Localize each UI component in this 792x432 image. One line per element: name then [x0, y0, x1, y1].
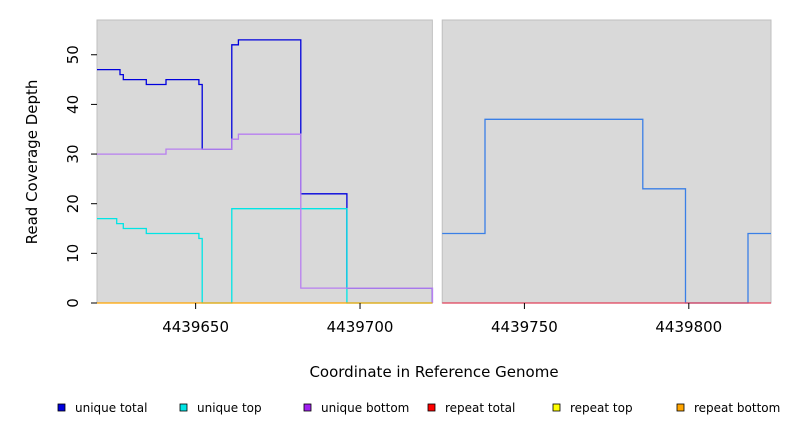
y-tick-label: 20 [64, 194, 82, 213]
legend-item: repeat bottom [676, 401, 780, 415]
x-tick-label: 4439800 [655, 318, 722, 336]
series-layer [97, 39, 771, 304]
legend-item: unique top [179, 401, 262, 415]
series-unique-bottom-left [97, 133, 434, 303]
legend-swatch [179, 403, 188, 412]
legend-swatch [57, 403, 66, 412]
y-tick-label: 0 [64, 298, 82, 308]
legend-label: unique bottom [321, 401, 409, 415]
y-tick-label: 40 [64, 95, 82, 114]
legend-item: unique bottom [303, 401, 409, 415]
legend-swatch [552, 403, 561, 412]
y-axis-title: Read Coverage Depth [23, 80, 41, 245]
axes: 4439650 4439700 4439750 4439800 0 10 20 30 40 50 [64, 45, 722, 336]
legend-label: repeat bottom [694, 401, 780, 415]
legend-item: repeat total [427, 401, 515, 415]
series-unique-top-left [97, 208, 433, 304]
plot-panel-left [96, 19, 433, 304]
plot-panel-right [441, 19, 772, 304]
legend-item: repeat top [552, 401, 633, 415]
legend-swatch [303, 403, 312, 412]
legend: unique total unique top unique bottom repea… [57, 401, 780, 415]
plot-background [96, 19, 772, 304]
legend-label: unique top [197, 401, 262, 415]
series-coverage-right [442, 118, 771, 304]
x-tick-label: 4439700 [327, 318, 394, 336]
y-tick-label: 30 [64, 145, 82, 164]
legend-label: repeat top [570, 401, 633, 415]
legend-label: repeat total [445, 401, 515, 415]
y-tick-label: 10 [64, 244, 82, 263]
legend-swatch [427, 403, 436, 412]
x-axis-title: Coordinate in Reference Genome [309, 363, 558, 381]
x-tick-label: 4439750 [491, 318, 558, 336]
legend-swatch [676, 403, 685, 412]
x-tick-label: 4439650 [162, 318, 229, 336]
series-unique-total-left [97, 39, 434, 303]
y-tick-label: 50 [64, 45, 82, 64]
legend-item: unique total [57, 401, 147, 415]
legend-label: unique total [75, 401, 147, 415]
